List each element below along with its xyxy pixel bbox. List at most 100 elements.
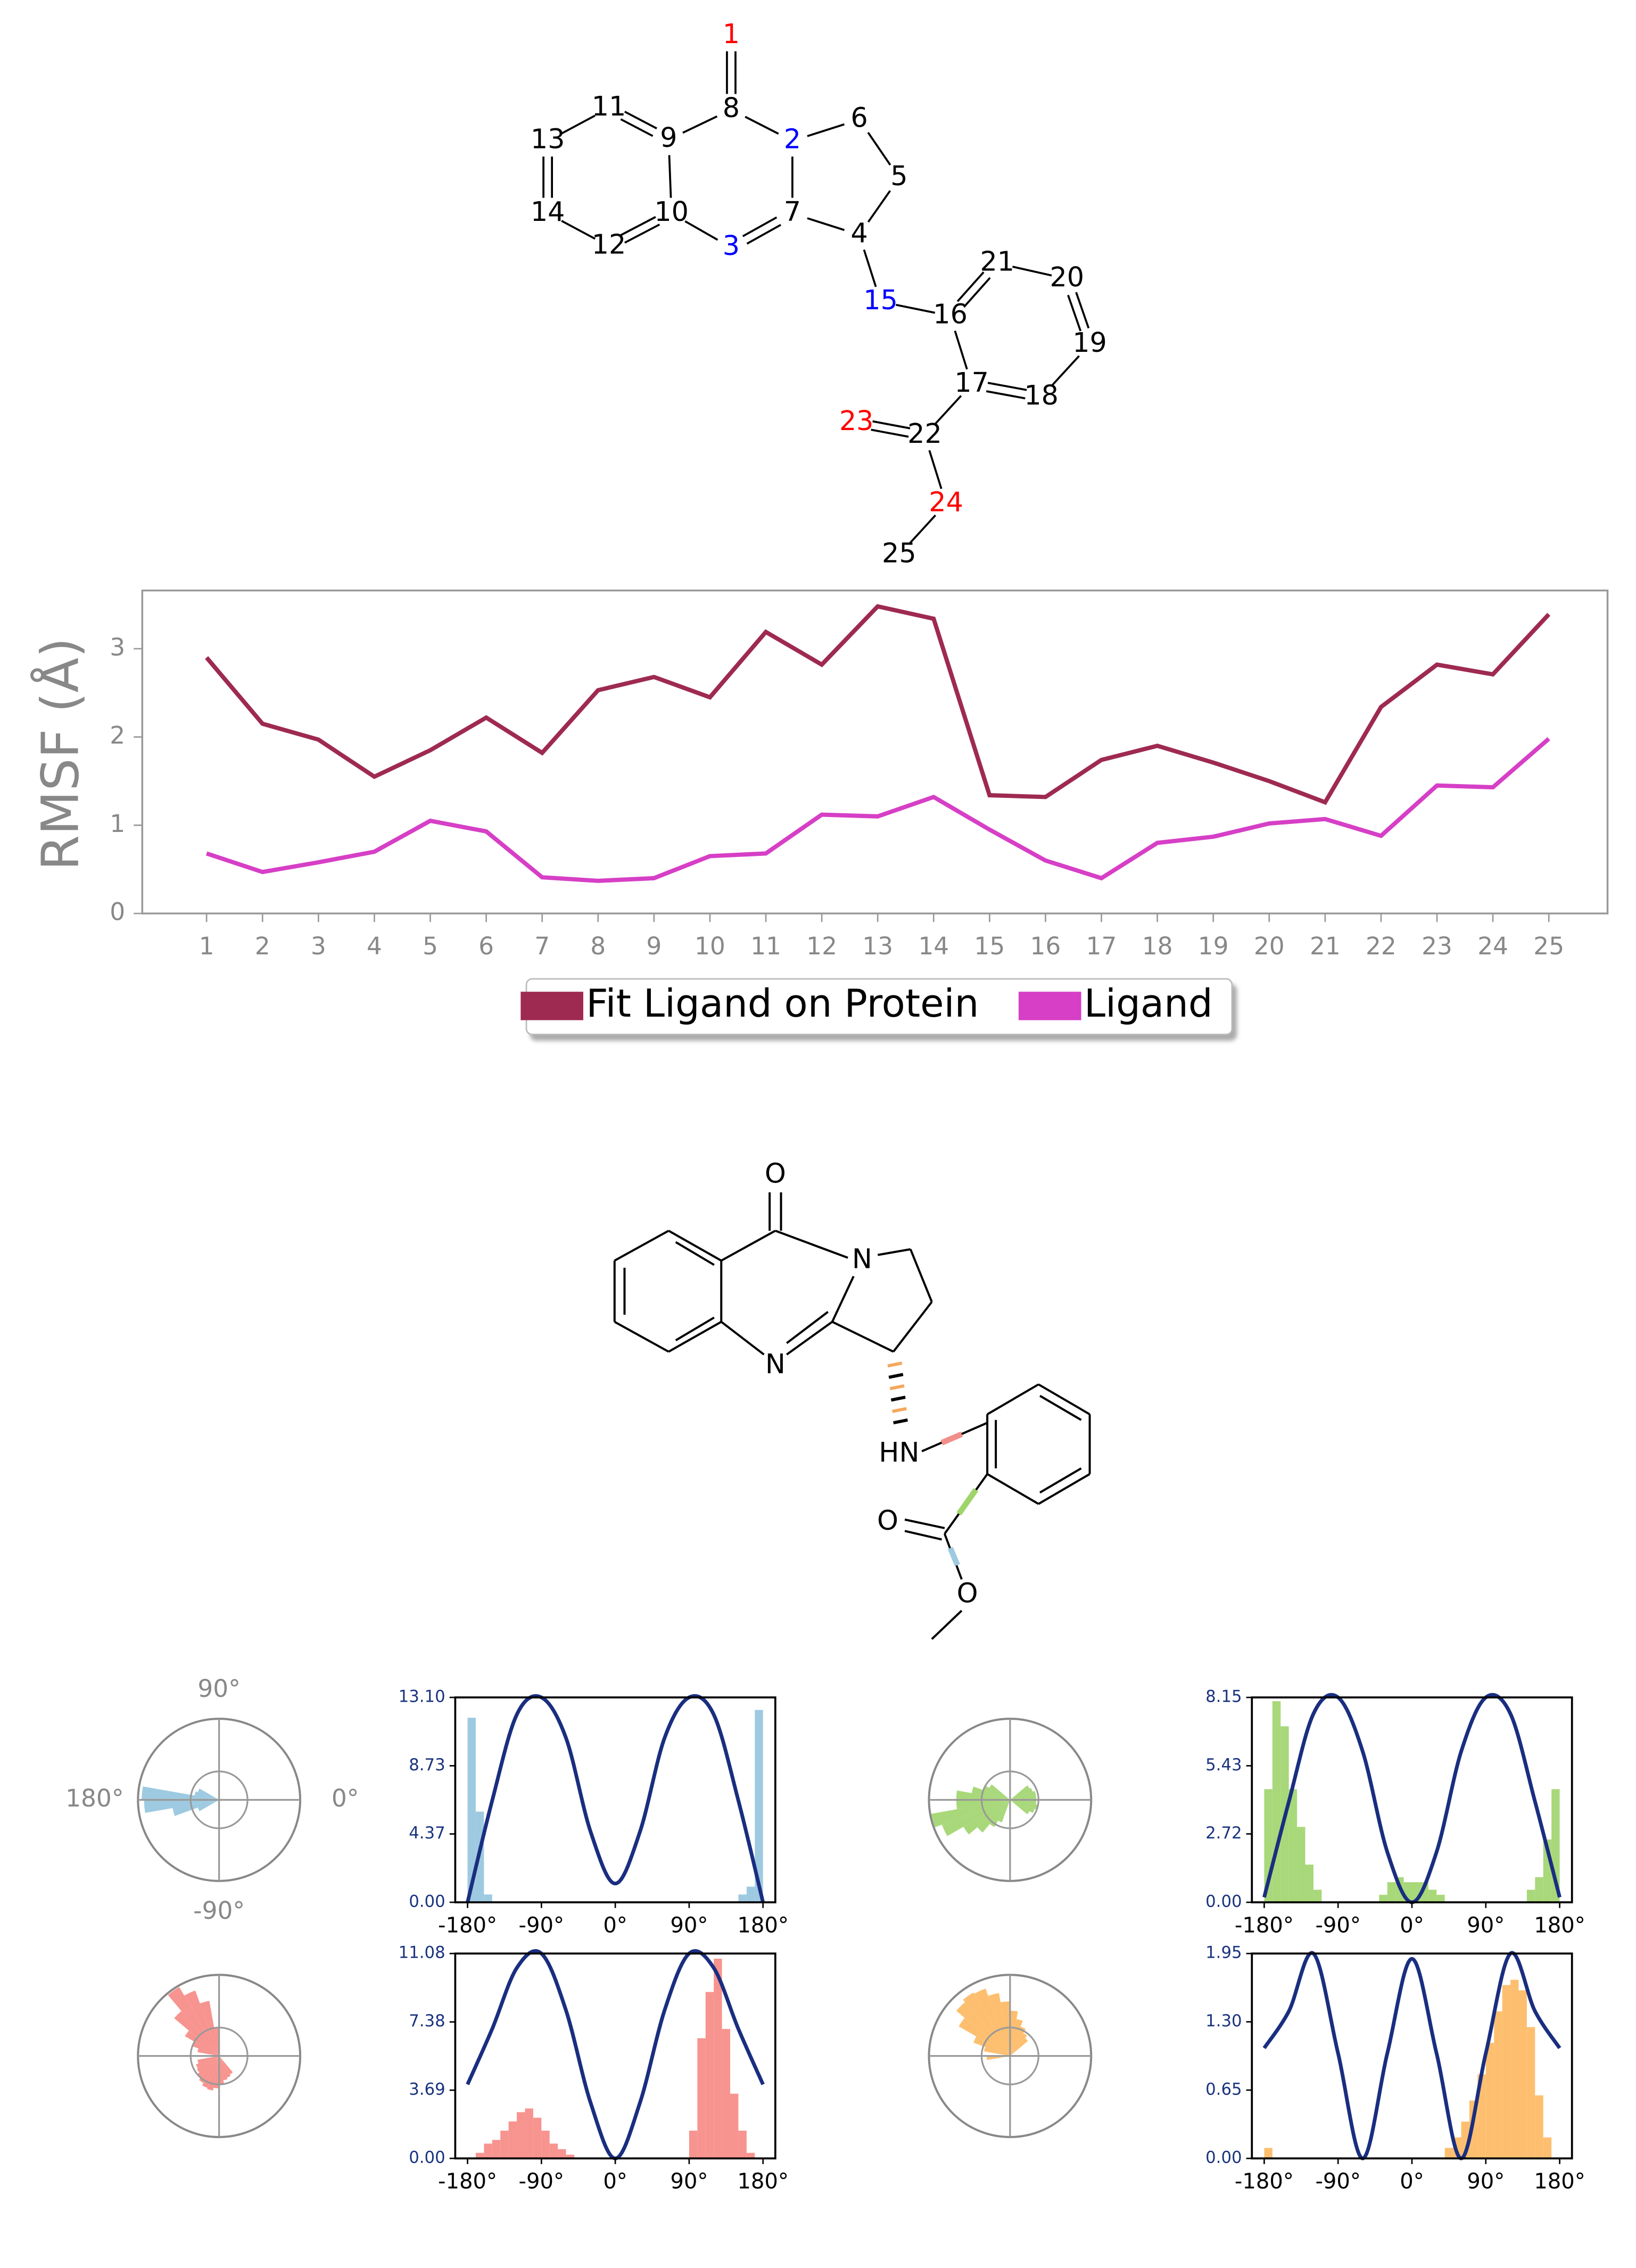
x-tick-label: -90° xyxy=(519,2170,565,2194)
polar-wedge xyxy=(956,1790,1010,1800)
bond xyxy=(831,1275,855,1323)
polar-label: 180° xyxy=(65,1784,123,1812)
polar-wedge xyxy=(144,1800,219,1813)
x-tick-label: -180° xyxy=(1235,1913,1294,1937)
hist-bar xyxy=(1502,1985,1511,2159)
x-tick-label: 21 xyxy=(1310,932,1341,960)
bond xyxy=(624,224,660,244)
x-tick-label: 18 xyxy=(1142,932,1173,960)
x-tick-label: 25 xyxy=(1533,932,1564,960)
bond xyxy=(1039,1467,1082,1494)
polar-wedge xyxy=(989,1800,1010,1827)
y-tick-label: 2 xyxy=(110,721,125,749)
x-tick-label: 23 xyxy=(1422,932,1452,960)
x-tick-label: 180° xyxy=(737,2170,789,2194)
hist-bar xyxy=(1526,1890,1535,1902)
polar-wedge xyxy=(219,2056,228,2081)
polar-wedge xyxy=(959,2018,1010,2056)
atom-label: HN xyxy=(879,1437,919,1468)
polar-wedge xyxy=(202,2056,219,2088)
legend-label: Fit Ligand on Protein xyxy=(586,982,979,1026)
hist-bar xyxy=(1428,1890,1437,1902)
polar-wedge xyxy=(142,1786,219,1800)
polar-wedge xyxy=(172,1800,219,1816)
legend-swatch xyxy=(1018,992,1081,1020)
bond xyxy=(614,1321,670,1353)
hist-bar xyxy=(500,2130,509,2159)
x-tick-label: -180° xyxy=(438,2170,497,2194)
atom-label: 22 xyxy=(907,418,942,449)
hist-bar xyxy=(1526,2027,1535,2159)
atom-label: 25 xyxy=(882,538,916,569)
polar-plot xyxy=(137,1974,302,2139)
atom-label: O xyxy=(765,1158,786,1189)
hist-bar xyxy=(1494,2011,1502,2159)
y-tick-label: 3.69 xyxy=(409,2080,445,2099)
x-tick-label: 2 xyxy=(255,932,270,960)
atom-label: 3 xyxy=(723,230,740,261)
x-tick-label: 4 xyxy=(367,932,382,960)
polar-wedge xyxy=(213,2056,219,2089)
y-tick-label: 1.95 xyxy=(1205,1943,1242,1962)
hist-bar xyxy=(738,2130,747,2159)
polar-wedge xyxy=(988,1993,1010,2056)
atom-label: 17 xyxy=(954,367,989,398)
hist-bar xyxy=(1305,1865,1313,1902)
bond xyxy=(1038,1383,1090,1415)
legend-swatch xyxy=(520,992,583,1020)
bond xyxy=(721,1230,776,1262)
polar-wedge xyxy=(1010,2010,1018,2056)
hash-bond xyxy=(888,1373,904,1379)
hist-bar xyxy=(722,2028,730,2159)
hist-bar xyxy=(533,2117,542,2159)
polar-wedge xyxy=(197,1800,219,1811)
hash-bond xyxy=(893,1418,908,1425)
polar-wedge xyxy=(977,1800,1010,1833)
torsion-highlight xyxy=(947,1547,960,1566)
hist-bar xyxy=(714,1958,722,2159)
hist-bar xyxy=(525,2108,533,2159)
x-tick-label: 180° xyxy=(1534,2170,1585,2194)
x-tick-label: 20 xyxy=(1254,932,1285,960)
bond xyxy=(987,382,1027,391)
potential-curve xyxy=(466,1694,765,1903)
hist-bar xyxy=(1543,2137,1552,2159)
polar-wedge xyxy=(973,2036,1010,2056)
x-tick-label: 5 xyxy=(423,932,438,960)
x-tick-label: 10 xyxy=(695,932,725,960)
y-tick-label: 4.37 xyxy=(409,1824,445,1843)
atom-label: N xyxy=(852,1243,872,1274)
torsion-highlight xyxy=(940,1431,963,1446)
bond xyxy=(871,428,909,438)
x-tick-label: 180° xyxy=(1534,1913,1585,1937)
hist-bar xyxy=(484,1894,492,1902)
polar-plot xyxy=(137,1718,302,1882)
polar-wedge xyxy=(941,1800,1010,1836)
x-tick-label: -90° xyxy=(519,1913,565,1937)
bond xyxy=(620,118,654,137)
bond xyxy=(786,1311,829,1345)
polar-wedge xyxy=(207,2056,219,2091)
atom-label: O xyxy=(957,1578,978,1609)
hist-bar xyxy=(730,2093,739,2159)
y-tick-label: 0.00 xyxy=(1205,2148,1242,2167)
bond xyxy=(1067,294,1082,332)
y-tick-label: 5.43 xyxy=(1205,1755,1242,1775)
x-tick-label: 90° xyxy=(1467,2170,1505,2194)
hist-bar xyxy=(1288,1789,1298,1902)
atom-label: 16 xyxy=(933,299,968,330)
bond xyxy=(742,216,778,237)
polar-wedge xyxy=(199,2056,219,2083)
hist-bar xyxy=(755,1710,763,1902)
polar-wedge xyxy=(1010,1800,1035,1813)
x-tick-label: 24 xyxy=(1477,932,1508,960)
bond xyxy=(954,331,968,370)
polar-wedge xyxy=(1010,2026,1026,2056)
bond xyxy=(786,1321,833,1356)
line-series xyxy=(205,737,1550,883)
bond xyxy=(684,220,718,241)
atom-label: 10 xyxy=(654,196,689,227)
bond xyxy=(614,1230,670,1262)
